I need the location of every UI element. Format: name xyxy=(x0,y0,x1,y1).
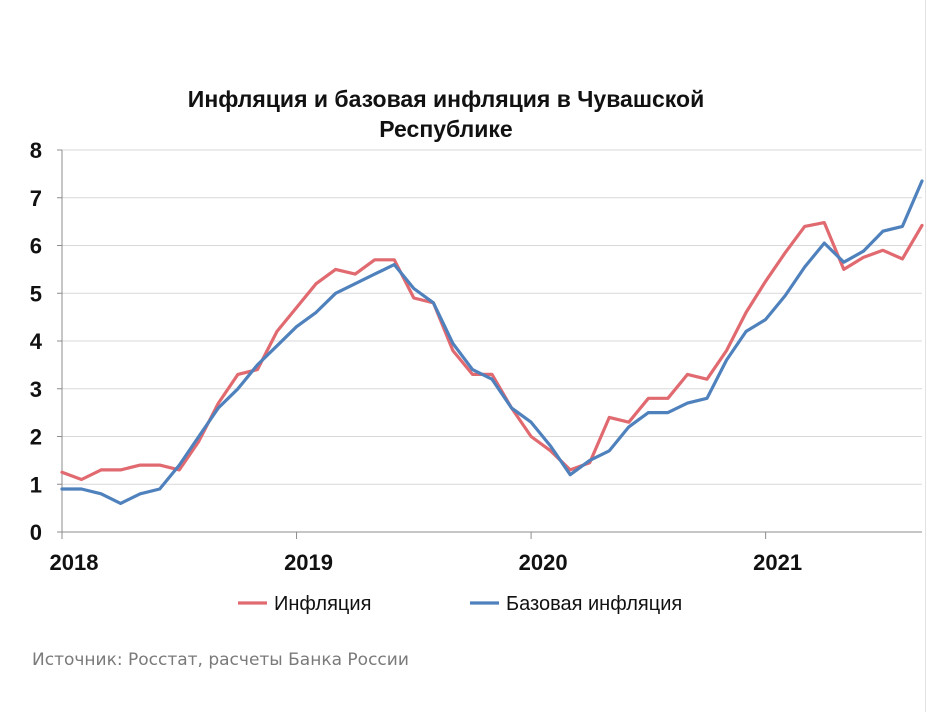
series-line-core-inflation xyxy=(60,179,924,505)
y-tick-label: 0 xyxy=(30,520,42,545)
x-tick-label: 2019 xyxy=(284,550,333,575)
axes xyxy=(57,149,922,539)
y-tick-label: 8 xyxy=(30,138,42,163)
chart-title-line: Республике xyxy=(379,116,512,142)
chart-title-line: Инфляция и базовая инфляция в Чувашской xyxy=(188,86,704,112)
y-tick-label: 4 xyxy=(30,329,43,354)
x-tick-label: 2020 xyxy=(519,550,568,575)
y-tick-label: 7 xyxy=(30,186,42,211)
y-tick-label: 5 xyxy=(30,281,42,306)
legend-label: Базовая инфляция xyxy=(506,593,682,615)
legend: Инфляция Базовая инфляция xyxy=(238,593,682,615)
x-tick-label: 2018 xyxy=(50,550,99,575)
y-tick-label: 3 xyxy=(30,377,42,402)
grid-lines xyxy=(62,149,922,485)
y-tick-label: 2 xyxy=(30,425,42,450)
y-tick-labels: 0 1 2 3 4 5 6 7 8 xyxy=(30,138,43,545)
source-note: Источник: Росстат, расчеты Банка России xyxy=(32,650,409,670)
x-tick-label: 2021 xyxy=(753,550,802,575)
series-line-inflation xyxy=(60,221,924,482)
right-border-line xyxy=(925,0,926,712)
legend-label: Инфляция xyxy=(274,593,371,615)
series-lines xyxy=(60,179,924,505)
chart-title: Инфляция и базовая инфляция в Чувашской Р… xyxy=(188,86,704,142)
y-tick-label: 6 xyxy=(30,234,42,259)
x-tick-labels: 2018 2019 2020 2021 xyxy=(50,550,803,575)
y-tick-label: 1 xyxy=(30,472,42,497)
